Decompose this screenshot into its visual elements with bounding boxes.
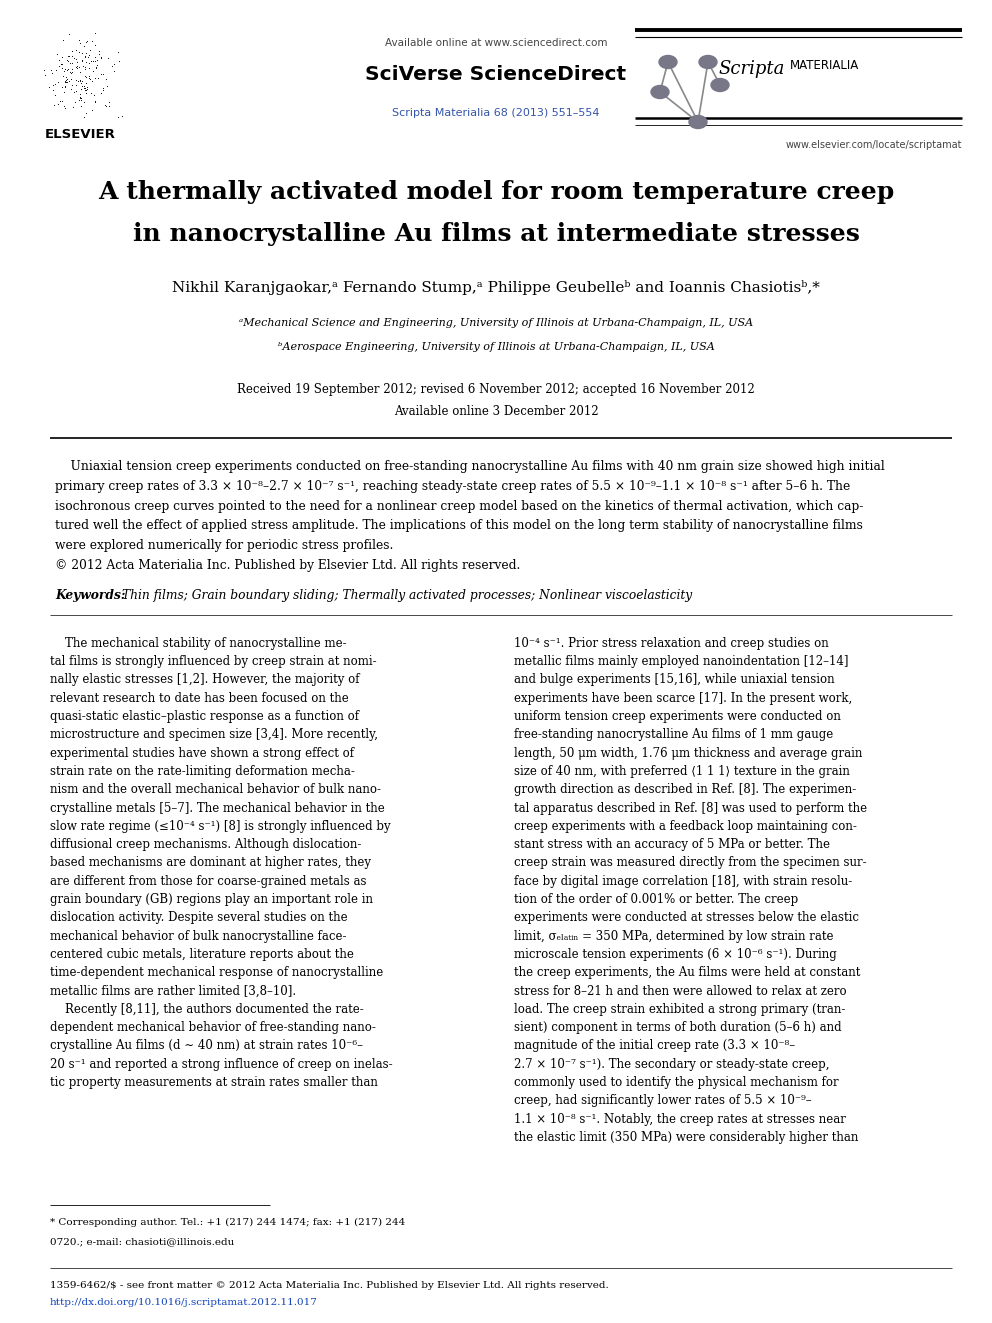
Text: tal apparatus described in Ref. [8] was used to perform the: tal apparatus described in Ref. [8] was …	[514, 802, 867, 815]
Text: * Corresponding author. Tel.: +1 (217) 244 1474; fax: +1 (217) 244: * Corresponding author. Tel.: +1 (217) 2…	[50, 1218, 406, 1228]
Text: nism and the overall mechanical behavior of bulk nano-: nism and the overall mechanical behavior…	[50, 783, 381, 796]
Text: metallic films are rather limited [3,8–10].: metallic films are rather limited [3,8–1…	[50, 984, 297, 998]
Text: 2.7 × 10⁻⁷ s⁻¹). The secondary or steady-state creep,: 2.7 × 10⁻⁷ s⁻¹). The secondary or steady…	[514, 1057, 829, 1070]
Text: tion of the order of 0.001% or better. The creep: tion of the order of 0.001% or better. T…	[514, 893, 799, 906]
Text: primary creep rates of 3.3 × 10⁻⁸–2.7 × 10⁻⁷ s⁻¹, reaching steady-state creep ra: primary creep rates of 3.3 × 10⁻⁸–2.7 × …	[55, 480, 850, 492]
Text: www.elsevier.com/locate/scriptamat: www.elsevier.com/locate/scriptamat	[786, 140, 962, 149]
Text: microstructure and specimen size [3,4]. More recently,: microstructure and specimen size [3,4]. …	[50, 728, 378, 741]
Ellipse shape	[689, 115, 707, 128]
Text: strain rate on the rate-limiting deformation mecha-: strain rate on the rate-limiting deforma…	[50, 765, 355, 778]
Text: Scripta Materialia 68 (2013) 551–554: Scripta Materialia 68 (2013) 551–554	[392, 108, 600, 118]
Ellipse shape	[699, 56, 717, 69]
Text: creep experiments with a feedback loop maintaining con-: creep experiments with a feedback loop m…	[514, 820, 857, 832]
Text: 1.1 × 10⁻⁸ s⁻¹. Notably, the creep rates at stresses near: 1.1 × 10⁻⁸ s⁻¹. Notably, the creep rates…	[514, 1113, 846, 1126]
Ellipse shape	[651, 86, 669, 98]
Text: limit, σₑₗₐₜᵢₙ = 350 MPa, determined by low strain rate: limit, σₑₗₐₜᵢₙ = 350 MPa, determined by …	[514, 930, 833, 942]
Text: in nanocrystalline Au films at intermediate stresses: in nanocrystalline Au films at intermedi…	[133, 222, 859, 246]
Text: Received 19 September 2012; revised 6 November 2012; accepted 16 November 2012: Received 19 September 2012; revised 6 No…	[237, 382, 755, 396]
Text: tured well the effect of applied stress amplitude. The implications of this mode: tured well the effect of applied stress …	[55, 520, 863, 532]
Text: dependent mechanical behavior of free-standing nano-: dependent mechanical behavior of free-st…	[50, 1021, 376, 1035]
Text: microscale tension experiments (6 × 10⁻⁶ s⁻¹). During: microscale tension experiments (6 × 10⁻⁶…	[514, 947, 836, 960]
Text: 20 s⁻¹ and reported a strong influence of creep on inelas-: 20 s⁻¹ and reported a strong influence o…	[50, 1057, 393, 1070]
Text: mechanical behavior of bulk nanocrystalline face-: mechanical behavior of bulk nanocrystall…	[50, 930, 346, 942]
Text: 10⁻⁴ s⁻¹. Prior stress relaxation and creep studies on: 10⁻⁴ s⁻¹. Prior stress relaxation and cr…	[514, 636, 828, 650]
Text: experiments have been scarce [17]. In the present work,: experiments have been scarce [17]. In th…	[514, 692, 852, 705]
Text: face by digital image correlation [18], with strain resolu-: face by digital image correlation [18], …	[514, 875, 852, 888]
Text: A thermally activated model for room temperature creep: A thermally activated model for room tem…	[98, 180, 894, 204]
Text: length, 50 μm width, 1.76 μm thickness and average grain: length, 50 μm width, 1.76 μm thickness a…	[514, 746, 862, 759]
Text: size of 40 nm, with preferred ⟨1 1 1⟩ texture in the grain: size of 40 nm, with preferred ⟨1 1 1⟩ te…	[514, 765, 850, 778]
Text: ELSEVIER: ELSEVIER	[45, 128, 115, 142]
Text: crystalline Au films (d ∼ 40 nm) at strain rates 10⁻⁶–: crystalline Au films (d ∼ 40 nm) at stra…	[50, 1040, 363, 1052]
Text: experiments were conducted at stresses below the elastic: experiments were conducted at stresses b…	[514, 912, 859, 925]
Text: stant stress with an accuracy of 5 MPa or better. The: stant stress with an accuracy of 5 MPa o…	[514, 837, 830, 851]
Text: The mechanical stability of nanocrystalline me-: The mechanical stability of nanocrystall…	[50, 636, 346, 650]
Text: Nikhil Karanjgaokar,ᵃ Fernando Stump,ᵃ Philippe Geubelleᵇ and Ioannis Chasiotisᵇ: Nikhil Karanjgaokar,ᵃ Fernando Stump,ᵃ P…	[172, 280, 820, 295]
Text: creep, had significantly lower rates of 5.5 × 10⁻⁹–: creep, had significantly lower rates of …	[514, 1094, 811, 1107]
Text: Scripta: Scripta	[718, 60, 785, 78]
Text: Uniaxial tension creep experiments conducted on free-standing nanocrystalline Au: Uniaxial tension creep experiments condu…	[55, 460, 885, 474]
Text: grain boundary (GB) regions play an important role in: grain boundary (GB) regions play an impo…	[50, 893, 373, 906]
Text: nally elastic stresses [1,2]. However, the majority of: nally elastic stresses [1,2]. However, t…	[50, 673, 359, 687]
Ellipse shape	[711, 78, 729, 91]
Text: dislocation activity. Despite several studies on the: dislocation activity. Despite several st…	[50, 912, 347, 925]
Text: time-dependent mechanical response of nanocrystalline: time-dependent mechanical response of na…	[50, 966, 383, 979]
Text: ᵃMechanical Science and Engineering, University of Illinois at Urbana-Champaign,: ᵃMechanical Science and Engineering, Uni…	[239, 318, 753, 328]
Text: metallic films mainly employed nanoindentation [12–14]: metallic films mainly employed nanoinden…	[514, 655, 848, 668]
Text: based mechanisms are dominant at higher rates, they: based mechanisms are dominant at higher …	[50, 856, 371, 869]
Text: Available online at www.sciencedirect.com: Available online at www.sciencedirect.co…	[385, 38, 607, 48]
Text: SciVerse ScienceDirect: SciVerse ScienceDirect	[365, 65, 627, 83]
Text: centered cubic metals, literature reports about the: centered cubic metals, literature report…	[50, 947, 354, 960]
Text: stress for 8–21 h and then were allowed to relax at zero: stress for 8–21 h and then were allowed …	[514, 984, 846, 998]
Text: diffusional creep mechanisms. Although dislocation-: diffusional creep mechanisms. Although d…	[50, 837, 361, 851]
Text: relevant research to date has been focused on the: relevant research to date has been focus…	[50, 692, 349, 705]
Text: Thin films; Grain boundary sliding; Thermally activated processes; Nonlinear vis: Thin films; Grain boundary sliding; Ther…	[122, 589, 692, 602]
Text: 0720.; e-mail: chasioti@illinois.edu: 0720.; e-mail: chasioti@illinois.edu	[50, 1237, 234, 1246]
Text: commonly used to identify the physical mechanism for: commonly used to identify the physical m…	[514, 1076, 838, 1089]
Text: © 2012 Acta Materialia Inc. Published by Elsevier Ltd. All rights reserved.: © 2012 Acta Materialia Inc. Published by…	[55, 560, 521, 572]
Text: Recently [8,11], the authors documented the rate-: Recently [8,11], the authors documented …	[50, 1003, 364, 1016]
Text: Available online 3 December 2012: Available online 3 December 2012	[394, 405, 598, 418]
Text: http://dx.doi.org/10.1016/j.scriptamat.2012.11.017: http://dx.doi.org/10.1016/j.scriptamat.2…	[50, 1298, 317, 1307]
Text: Keywords:: Keywords:	[55, 589, 125, 602]
Ellipse shape	[659, 56, 677, 69]
Text: sient) component in terms of both duration (5–6 h) and: sient) component in terms of both durati…	[514, 1021, 841, 1035]
Text: quasi-static elastic–plastic response as a function of: quasi-static elastic–plastic response as…	[50, 710, 359, 722]
Text: uniform tension creep experiments were conducted on: uniform tension creep experiments were c…	[514, 710, 841, 722]
Text: and bulge experiments [15,16], while uniaxial tension: and bulge experiments [15,16], while uni…	[514, 673, 834, 687]
Text: tal films is strongly influenced by creep strain at nomi-: tal films is strongly influenced by cree…	[50, 655, 377, 668]
Text: crystalline metals [5–7]. The mechanical behavior in the: crystalline metals [5–7]. The mechanical…	[50, 802, 385, 815]
Text: are different from those for coarse-grained metals as: are different from those for coarse-grai…	[50, 875, 366, 888]
Text: the elastic limit (350 MPa) were considerably higher than: the elastic limit (350 MPa) were conside…	[514, 1131, 858, 1144]
Text: tic property measurements at strain rates smaller than: tic property measurements at strain rate…	[50, 1076, 378, 1089]
Text: the creep experiments, the Au films were held at constant: the creep experiments, the Au films were…	[514, 966, 860, 979]
Text: MATERIALIA: MATERIALIA	[790, 60, 859, 71]
Text: slow rate regime (≤10⁻⁴ s⁻¹) [8] is strongly influenced by: slow rate regime (≤10⁻⁴ s⁻¹) [8] is stro…	[50, 820, 391, 832]
Text: creep strain was measured directly from the specimen sur-: creep strain was measured directly from …	[514, 856, 867, 869]
Text: were explored numerically for periodic stress profiles.: were explored numerically for periodic s…	[55, 540, 394, 552]
Text: growth direction as described in Ref. [8]. The experimen-: growth direction as described in Ref. [8…	[514, 783, 856, 796]
Text: ᵇAerospace Engineering, University of Illinois at Urbana-Champaign, IL, USA: ᵇAerospace Engineering, University of Il…	[278, 343, 714, 352]
Text: 1359-6462/$ - see front matter © 2012 Acta Materialia Inc. Published by Elsevier: 1359-6462/$ - see front matter © 2012 Ac…	[50, 1281, 609, 1290]
Text: free-standing nanocrystalline Au films of 1 mm gauge: free-standing nanocrystalline Au films o…	[514, 728, 833, 741]
Text: load. The creep strain exhibited a strong primary (tran-: load. The creep strain exhibited a stron…	[514, 1003, 845, 1016]
Text: experimental studies have shown a strong effect of: experimental studies have shown a strong…	[50, 746, 354, 759]
Text: magnitude of the initial creep rate (3.3 × 10⁻⁸–: magnitude of the initial creep rate (3.3…	[514, 1040, 796, 1052]
Text: isochronous creep curves pointed to the need for a nonlinear creep model based o: isochronous creep curves pointed to the …	[55, 500, 863, 512]
